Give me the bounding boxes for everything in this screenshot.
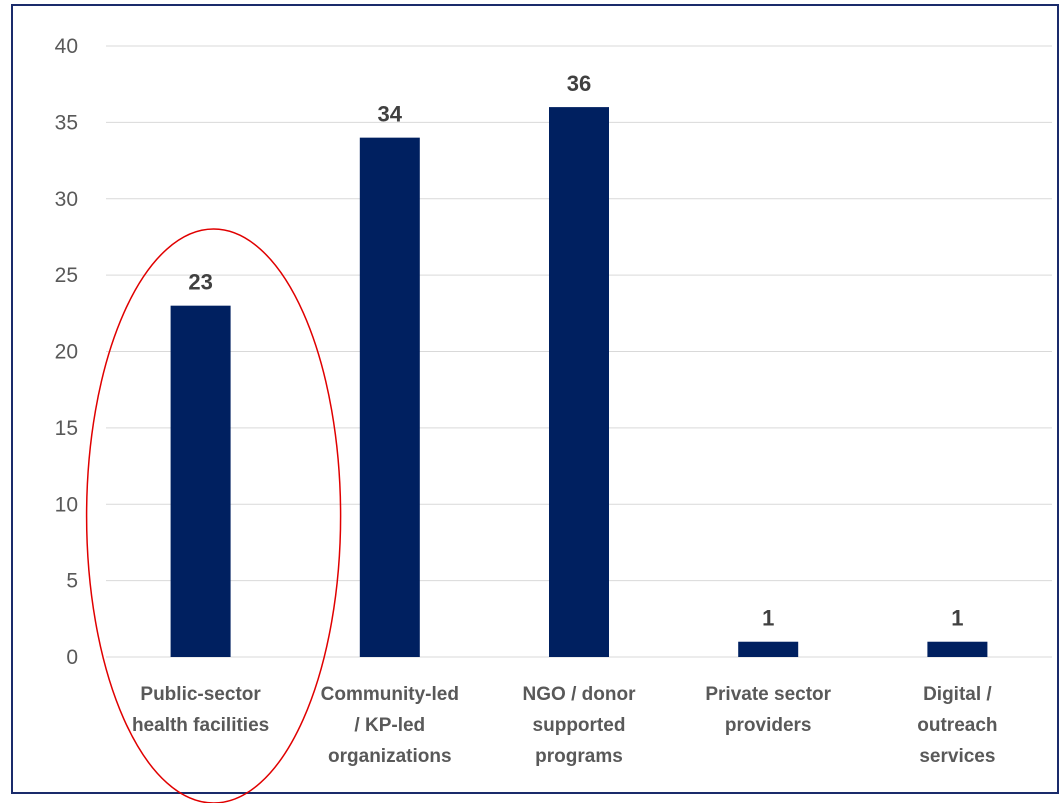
category-label: organizations <box>328 746 452 767</box>
bar <box>549 107 609 658</box>
data-label: 36 <box>567 71 591 96</box>
y-tick-label: 25 <box>55 264 78 287</box>
y-tick-label: 15 <box>55 417 78 440</box>
category-label: outreach <box>917 715 997 736</box>
data-label: 23 <box>188 270 212 295</box>
data-label: 34 <box>378 102 403 127</box>
y-tick-label: 5 <box>66 570 78 593</box>
y-tick-label: 30 <box>55 188 78 211</box>
bar <box>738 641 799 657</box>
category-label: programs <box>535 746 623 767</box>
category-label: Private sector <box>705 684 831 705</box>
data-label: 1 <box>762 606 774 631</box>
category-label: health facilities <box>132 715 269 736</box>
highlight-annotation <box>85 228 342 803</box>
category-label: supported <box>533 715 626 736</box>
data-label: 1 <box>951 606 963 631</box>
category-label: Digital / <box>923 684 992 705</box>
category-label: Community-led <box>321 684 459 705</box>
category-label: providers <box>725 715 812 736</box>
bars <box>170 107 988 658</box>
bar <box>170 305 231 657</box>
y-tick-label: 0 <box>66 646 78 669</box>
y-tick-label: 20 <box>55 341 78 364</box>
category-label: Public-sector <box>140 684 261 705</box>
category-label: / KP-led <box>354 715 425 736</box>
data-labels: 23 34 36 1 1 <box>188 71 963 631</box>
category-labels: Public-sector health facilities Community-… <box>132 684 998 767</box>
y-tick-label: 35 <box>55 111 78 134</box>
category-label: NGO / donor <box>523 684 637 705</box>
y-tick-label: 40 <box>55 35 78 58</box>
y-tick-label: 10 <box>55 493 78 516</box>
highlight-ellipse <box>85 228 342 803</box>
category-label: services <box>919 746 995 767</box>
bar <box>927 641 988 657</box>
y-axis-ticks: 0 5 10 15 20 25 30 35 40 <box>55 35 78 669</box>
bar <box>359 137 420 657</box>
